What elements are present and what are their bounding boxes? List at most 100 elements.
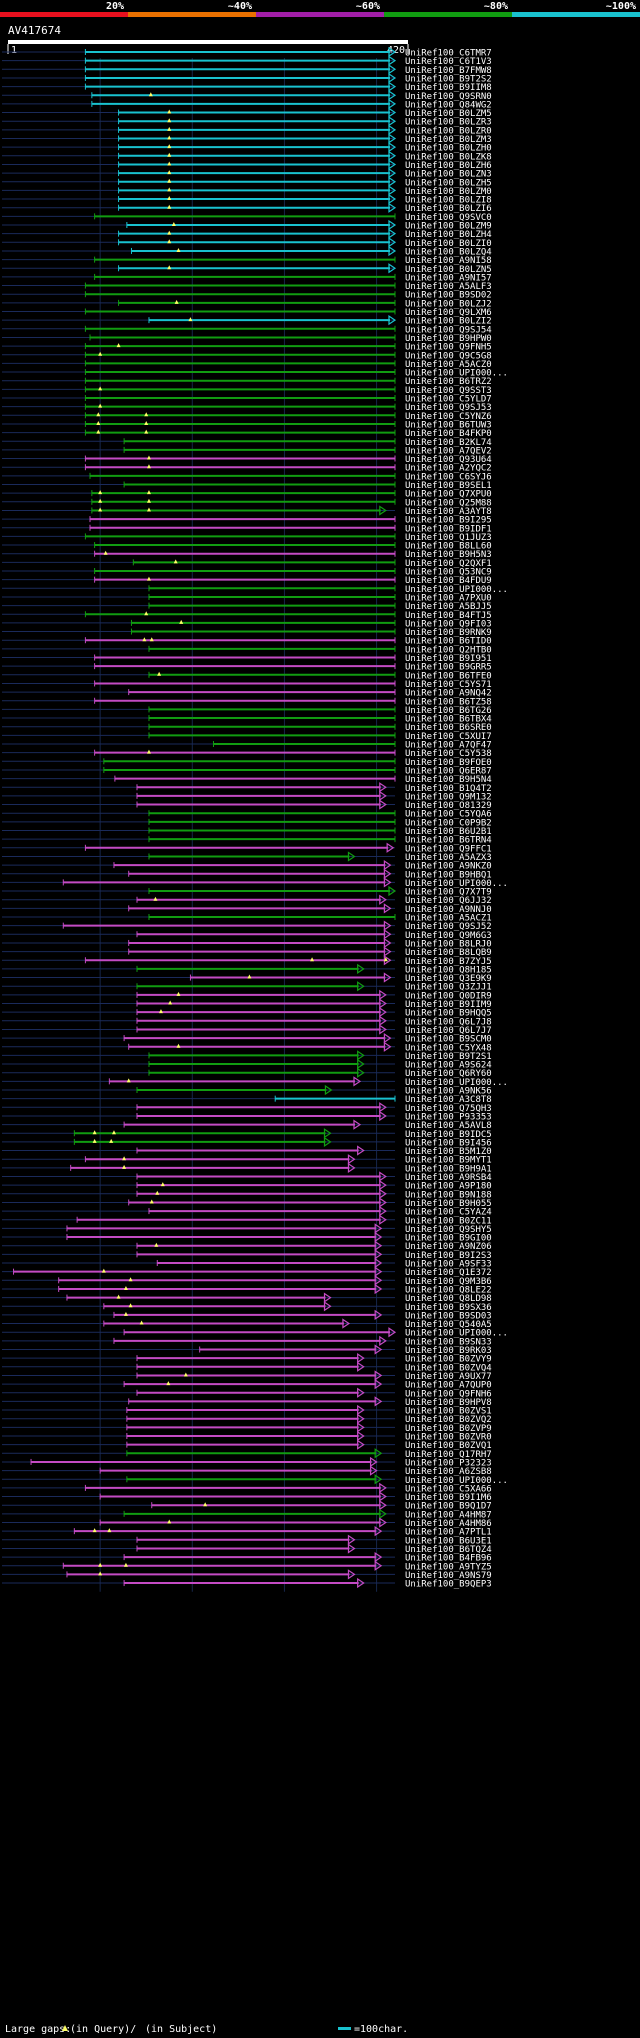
hit-label[interactable]: UniRef100_Q84WG2 bbox=[405, 100, 492, 110]
hit-label[interactable]: UniRef100_A7QUP0 bbox=[405, 1381, 492, 1391]
hit-label[interactable]: UniRef100_B9GRR5 bbox=[405, 663, 492, 673]
hit-label[interactable]: UniRef100_A7PTL1 bbox=[405, 1528, 492, 1538]
hit-label[interactable]: UniRef100_B0LZK8 bbox=[405, 152, 492, 162]
hit-label[interactable]: UniRef100_B9GI00 bbox=[405, 1234, 492, 1244]
hit-label[interactable]: UniRef100_A9NNJ0 bbox=[405, 905, 492, 915]
hit-label[interactable]: UniRef100_Q9SST3 bbox=[405, 386, 492, 396]
hit-label[interactable]: UniRef100_Q6ER87 bbox=[405, 766, 492, 776]
hit-label[interactable]: UniRef100_A5ACZ0 bbox=[405, 360, 492, 370]
hit-label[interactable]: UniRef100_A9NI57 bbox=[405, 273, 492, 283]
hit-label[interactable]: UniRef100_UPI000... bbox=[405, 1329, 508, 1339]
hit-label[interactable]: UniRef100_C5Y538 bbox=[405, 749, 492, 759]
hit-label[interactable]: UniRef100_Q2QXF1 bbox=[405, 559, 492, 569]
hit-label[interactable]: UniRef100_C6SYJ6 bbox=[405, 472, 492, 482]
hit-label[interactable]: UniRef100_A9NS79 bbox=[405, 1571, 492, 1581]
hit-label[interactable]: UniRef100_B6TRN4 bbox=[405, 836, 492, 846]
hit-label[interactable]: UniRef100_Q9SJ52 bbox=[405, 922, 492, 932]
hit-label[interactable]: UniRef100_B6U2B1 bbox=[405, 827, 492, 837]
hit-label[interactable]: UniRef100_B0LZI0 bbox=[405, 239, 492, 249]
hit-label[interactable]: UniRef100_Q9FI03 bbox=[405, 619, 492, 629]
hit-label[interactable]: UniRef100_B0LZN3 bbox=[405, 170, 492, 180]
hit-label[interactable]: UniRef100_B6TRZ2 bbox=[405, 377, 492, 387]
hit-label[interactable]: UniRef100_A5ACZ1 bbox=[405, 914, 492, 924]
hit-label[interactable]: UniRef100_B9I951 bbox=[405, 654, 492, 664]
hit-label[interactable]: UniRef100_B9HBQ1 bbox=[405, 870, 492, 880]
hit-label[interactable]: UniRef100_C0P9B2 bbox=[405, 818, 492, 828]
hit-label[interactable]: UniRef100_A4HM87 bbox=[405, 1510, 492, 1520]
hit-label[interactable]: UniRef100_B4FTJ5 bbox=[405, 611, 492, 621]
hit-label[interactable]: UniRef100_A5BJJ5 bbox=[405, 602, 492, 612]
hit-label[interactable]: UniRef100_Q9M132 bbox=[405, 792, 492, 802]
hit-label[interactable]: UniRef100_A9NKZ0 bbox=[405, 862, 492, 872]
hit-label[interactable]: UniRef100_B9H5N3 bbox=[405, 550, 492, 560]
hit-label[interactable]: UniRef100_Q53NC9 bbox=[405, 568, 492, 578]
hit-label[interactable]: UniRef100_Q2HTB0 bbox=[405, 645, 492, 655]
hit-label[interactable]: UniRef100_B0LZM9 bbox=[405, 222, 492, 232]
hit-label[interactable]: UniRef100_C5XA66 bbox=[405, 1484, 492, 1494]
hit-label[interactable]: UniRef100_B9I1M6 bbox=[405, 1493, 492, 1503]
hit-label[interactable]: UniRef100_B9MYT1 bbox=[405, 1156, 492, 1166]
hit-label[interactable]: UniRef100_B0LZM5 bbox=[405, 109, 492, 119]
hit-label[interactable]: UniRef100_Q1E372 bbox=[405, 1268, 492, 1278]
hit-label[interactable]: UniRef100_B0ZVQ2 bbox=[405, 1415, 492, 1425]
hit-label[interactable]: UniRef100_A9S624 bbox=[405, 1061, 492, 1071]
hit-label[interactable]: UniRef100_B9I2S3 bbox=[405, 1251, 492, 1261]
hit-label[interactable]: UniRef100_B7ZYJ5 bbox=[405, 957, 492, 967]
hit-label[interactable]: UniRef100_A9RSB4 bbox=[405, 1173, 492, 1183]
hit-label[interactable]: UniRef100_B9IIM9 bbox=[405, 1000, 492, 1010]
hit-label[interactable]: UniRef100_Q6L7J7 bbox=[405, 1026, 492, 1036]
hit-label[interactable]: UniRef100_B6TBX4 bbox=[405, 715, 492, 725]
hit-label[interactable]: UniRef100_A9NQ42 bbox=[405, 689, 492, 699]
hit-label[interactable]: UniRef100_B9HPW0 bbox=[405, 334, 492, 344]
hit-label[interactable]: UniRef100_UPI000... bbox=[405, 1476, 508, 1486]
hit-label[interactable]: UniRef100_B9QEP3 bbox=[405, 1580, 492, 1590]
hit-label[interactable]: UniRef100_A9NI58 bbox=[405, 256, 492, 266]
hit-label[interactable]: UniRef100_Q7XPU0 bbox=[405, 490, 492, 500]
hit-label[interactable]: UniRef100_B0ZVS1 bbox=[405, 1407, 492, 1417]
hit-label[interactable]: UniRef100_B9HPV8 bbox=[405, 1398, 492, 1408]
hit-label[interactable]: UniRef100_B9H055 bbox=[405, 1199, 492, 1209]
hit-label[interactable]: UniRef100_B9H5N4 bbox=[405, 775, 492, 785]
hit-label[interactable]: UniRef100_B0ZVY9 bbox=[405, 1355, 492, 1365]
hit-label[interactable]: UniRef100_B9T2S1 bbox=[405, 1052, 492, 1062]
hit-label[interactable]: UniRef100_Q9FNH6 bbox=[405, 1389, 492, 1399]
hit-label[interactable]: UniRef100_B0LZH6 bbox=[405, 161, 492, 171]
hit-label[interactable]: UniRef100_Q9SJ53 bbox=[405, 403, 492, 413]
hit-label[interactable]: UniRef100_Q9SRN0 bbox=[405, 92, 492, 102]
hit-label[interactable]: UniRef100_B9HQQ5 bbox=[405, 1009, 492, 1019]
hit-label[interactable]: UniRef100_B9RNK9 bbox=[405, 628, 492, 638]
hit-label[interactable]: UniRef100_C5YAZ4 bbox=[405, 1208, 492, 1218]
hit-label[interactable]: UniRef100_B8LRJ0 bbox=[405, 939, 492, 949]
hit-label[interactable]: UniRef100_Q93U64 bbox=[405, 455, 492, 465]
hit-label[interactable]: UniRef100_C5YNZ6 bbox=[405, 412, 492, 422]
hit-label[interactable]: UniRef100_Q9SVC0 bbox=[405, 213, 492, 223]
hit-label[interactable]: UniRef100_B9T2S2 bbox=[405, 74, 492, 84]
hit-label[interactable]: UniRef100_B8LQB9 bbox=[405, 948, 492, 958]
hit-label[interactable]: UniRef100_C5YQA6 bbox=[405, 810, 492, 820]
hit-label[interactable]: UniRef100_B9SN33 bbox=[405, 1337, 492, 1347]
hit-label[interactable]: UniRef100_B9SD03 bbox=[405, 1311, 492, 1321]
hit-label[interactable]: UniRef100_A5AZX3 bbox=[405, 853, 492, 863]
hit-label[interactable]: UniRef100_A3AYT8 bbox=[405, 507, 492, 517]
hit-label[interactable]: UniRef100_C5YS71 bbox=[405, 680, 492, 690]
hit-label[interactable]: UniRef100_Q8LE22 bbox=[405, 1285, 492, 1295]
hit-label[interactable]: UniRef100_B0LZM3 bbox=[405, 135, 492, 145]
hit-label[interactable]: UniRef100_B9SCM0 bbox=[405, 1035, 492, 1045]
hit-label[interactable]: UniRef100_B6SRE0 bbox=[405, 723, 492, 733]
hit-label[interactable]: UniRef100_B0LZN5 bbox=[405, 265, 492, 275]
hit-label[interactable]: UniRef100_A5AVL8 bbox=[405, 1121, 492, 1131]
hit-label[interactable]: UniRef100_Q7X7T9 bbox=[405, 888, 492, 898]
hit-label[interactable]: UniRef100_Q3ZJJ1 bbox=[405, 983, 492, 993]
hit-label[interactable]: UniRef100_B0LZM0 bbox=[405, 187, 492, 197]
hit-label[interactable]: UniRef100_B0LZI2 bbox=[405, 317, 492, 327]
hit-label[interactable]: UniRef100_B9I456 bbox=[405, 1138, 492, 1148]
hit-label[interactable]: UniRef100_Q9LXM6 bbox=[405, 308, 492, 318]
hit-label[interactable]: UniRef100_B6TQZ4 bbox=[405, 1545, 492, 1555]
hit-label[interactable]: UniRef100_A9NZ06 bbox=[405, 1242, 492, 1252]
hit-label[interactable]: UniRef100_C5YLD7 bbox=[405, 395, 492, 405]
hit-label[interactable]: UniRef100_B8LL60 bbox=[405, 542, 492, 552]
hit-label[interactable]: UniRef100_Q9SJ54 bbox=[405, 325, 492, 335]
hit-label[interactable]: UniRef100_A7QEV2 bbox=[405, 446, 492, 456]
hit-label[interactable]: UniRef100_O81329 bbox=[405, 801, 492, 811]
hit-label[interactable]: UniRef100_Q1JUZ3 bbox=[405, 533, 492, 543]
